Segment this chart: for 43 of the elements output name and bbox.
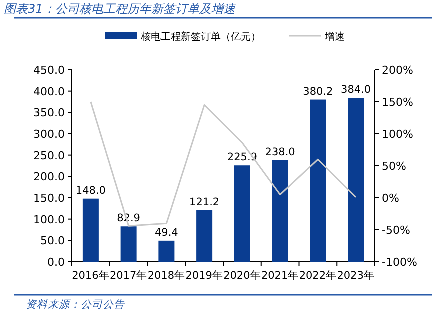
chart-title: 图表31：公司核电工程历年新签订单及增速 [4,2,236,16]
bar [120,226,137,262]
bar [158,240,175,262]
x-tick-label: 2022年 [299,270,338,282]
y-tick-label: 450.0 [34,64,65,77]
bar [310,100,326,262]
bar [272,160,288,262]
y2-tick-label: -100% [382,256,418,269]
data-label: 384.0 [341,84,372,96]
y2-tick-label: 200% [382,64,414,77]
legend-label: 增速 [324,31,345,43]
x-tick-label: 2016年 [72,270,110,282]
bar [82,198,99,262]
y-tick-label: 150.0 [34,192,65,205]
y2-tick-label: 150% [382,96,414,109]
data-label: 380.2 [303,86,334,98]
y-tick-label: 250.0 [34,149,65,162]
text: 资料来源：公司公告 [26,299,126,311]
y2-tick-label: 50% [382,160,406,173]
y-tick-label: 300.0 [34,128,65,141]
y-tick-label: 100.0 [34,213,65,226]
bar [348,98,364,262]
bar [196,210,213,262]
y-tick-label: 400.0 [34,85,65,98]
data-label: 148.0 [76,184,106,197]
data-label: 238.0 [265,146,296,158]
data-label: 121.2 [190,196,220,208]
x-tick-label: 2020年 [224,270,262,282]
data-label: 49.4 [154,226,179,239]
y2-tick-label: 100% [382,128,414,141]
legend-label: 核电工程新签订单（亿元） [140,31,261,43]
y2-tick-label: 0% [382,192,400,205]
x-tick-label: 2018年 [148,270,186,282]
x-tick-label: 2019年 [186,270,224,282]
x-tick-label: 2023年 [337,270,375,282]
y2-tick-label: -50% [382,224,410,237]
bar [234,166,250,262]
y-tick-label: 0.0 [48,256,65,269]
x-tick-label: 2017年 [110,270,148,282]
y-tick-label: 200.0 [34,170,65,184]
x-tick-label: 2021年 [261,270,300,282]
y-tick-label: 350.0 [34,106,65,120]
y-tick-label: 50.0 [40,234,65,248]
